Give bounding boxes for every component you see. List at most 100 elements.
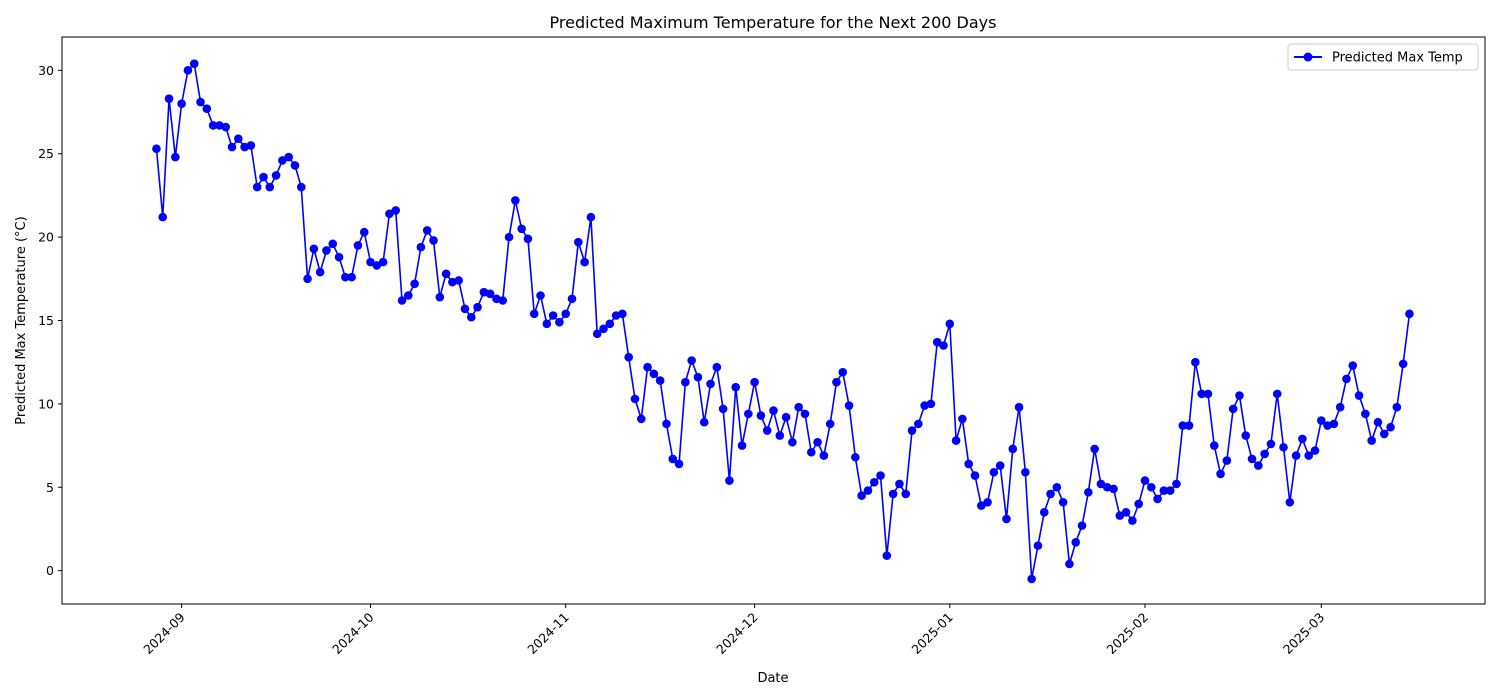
data-point xyxy=(649,369,659,379)
data-point xyxy=(536,291,545,300)
data-point xyxy=(1342,374,1351,384)
data-point xyxy=(353,241,363,250)
data-point xyxy=(1058,497,1068,507)
data-point xyxy=(1222,456,1232,465)
data-point xyxy=(315,267,325,277)
data-point xyxy=(252,182,262,192)
data-point xyxy=(769,406,778,415)
data-point xyxy=(1260,449,1269,459)
data-point xyxy=(1235,391,1244,400)
data-point xyxy=(706,379,715,389)
data-point xyxy=(1084,487,1093,497)
data-point xyxy=(1115,511,1125,520)
data-point xyxy=(441,269,451,279)
data-point xyxy=(1379,429,1389,439)
data-point xyxy=(391,206,401,215)
data-point xyxy=(473,302,482,312)
data-point xyxy=(825,419,835,429)
data-point xyxy=(895,479,904,489)
data-point xyxy=(876,471,885,480)
data-point xyxy=(800,409,810,419)
data-point xyxy=(158,212,168,222)
data-point xyxy=(290,161,300,170)
data-point xyxy=(1367,436,1376,445)
data-point xyxy=(586,212,596,222)
data-point xyxy=(750,377,759,387)
data-point xyxy=(164,94,174,103)
data-point xyxy=(523,234,533,244)
data-point xyxy=(410,279,419,289)
data-point xyxy=(888,489,898,499)
data-point xyxy=(1121,507,1131,517)
data-point xyxy=(328,239,338,249)
data-point xyxy=(655,376,665,385)
data-point xyxy=(737,441,747,450)
data-point xyxy=(1096,479,1106,489)
legend: Predicted Max Temp xyxy=(1287,43,1479,71)
data-point xyxy=(813,437,822,447)
data-point xyxy=(718,404,728,414)
data-point xyxy=(1310,446,1320,455)
data-point xyxy=(995,461,1005,470)
data-point xyxy=(914,419,923,429)
data-point xyxy=(397,296,407,305)
data-point xyxy=(636,414,646,424)
data-point xyxy=(687,356,696,365)
data-point xyxy=(1216,469,1225,479)
data-point xyxy=(378,257,388,267)
data-point xyxy=(851,452,860,462)
data-point xyxy=(624,352,633,362)
data-point xyxy=(976,501,986,510)
data-point xyxy=(504,232,514,242)
data-point xyxy=(202,104,212,114)
data-point xyxy=(1109,484,1118,494)
data-point xyxy=(183,66,193,75)
data-point xyxy=(1021,467,1030,477)
data-point xyxy=(1304,451,1313,460)
data-point xyxy=(189,59,199,68)
data-point xyxy=(1172,479,1181,489)
data-point xyxy=(662,419,671,429)
data-point xyxy=(529,309,539,319)
data-point xyxy=(278,156,287,165)
y-tick-label: 25 xyxy=(38,146,54,161)
data-point xyxy=(1266,439,1276,449)
data-point xyxy=(1285,497,1295,507)
data-point xyxy=(580,257,589,267)
data-point xyxy=(643,362,652,372)
data-point xyxy=(1071,538,1081,547)
data-point xyxy=(945,319,955,329)
data-point xyxy=(341,272,350,282)
data-point xyxy=(366,257,375,267)
data-point xyxy=(1165,486,1175,495)
data-point xyxy=(246,141,256,150)
data-point xyxy=(674,459,684,469)
data-point xyxy=(964,459,973,469)
data-point xyxy=(1027,574,1036,584)
y-tick-label: 30 xyxy=(38,63,54,78)
data-point xyxy=(555,317,564,327)
legend-label: Predicted Max Temp xyxy=(1332,51,1463,66)
data-point xyxy=(271,171,281,180)
data-point xyxy=(806,447,816,457)
data-point xyxy=(454,276,463,285)
chart-title: Predicted Maximum Temperature for the Ne… xyxy=(550,13,997,32)
data-point xyxy=(725,476,734,485)
data-point xyxy=(385,209,394,219)
data-point xyxy=(1039,507,1049,517)
data-point xyxy=(542,319,552,329)
data-point xyxy=(347,272,356,282)
data-point xyxy=(196,97,205,107)
data-point xyxy=(1159,486,1169,495)
data-point xyxy=(1247,454,1257,464)
data-point xyxy=(265,182,275,192)
data-point xyxy=(1184,421,1194,430)
data-point xyxy=(681,377,690,387)
data-point xyxy=(303,274,312,284)
data-point xyxy=(1361,409,1370,419)
data-point xyxy=(511,196,520,205)
data-point xyxy=(1134,499,1143,509)
y-axis-title: Predicted Max Temperature (°C) xyxy=(14,216,29,424)
y-tick-label: 15 xyxy=(38,313,54,328)
